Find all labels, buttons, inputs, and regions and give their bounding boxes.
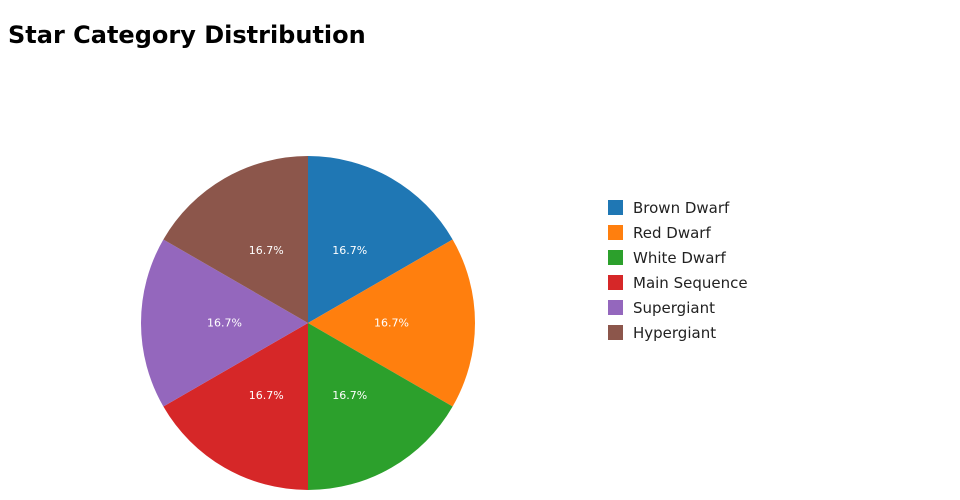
legend: Brown Dwarf Red Dwarf White Dwarf Main Sequ… <box>608 195 748 345</box>
legend-item-brown-dwarf[interactable]: Brown Dwarf <box>608 195 748 220</box>
legend-swatch <box>608 250 623 265</box>
slice-percent-label: 16.7% <box>207 317 242 330</box>
legend-label: Main Sequence <box>633 273 748 292</box>
legend-label: Brown Dwarf <box>633 198 730 217</box>
legend-item-supergiant[interactable]: Supergiant <box>608 295 748 320</box>
legend-label: Supergiant <box>633 298 715 317</box>
legend-item-white-dwarf[interactable]: White Dwarf <box>608 245 748 270</box>
slice-percent-label: 16.7% <box>249 244 284 257</box>
legend-label: White Dwarf <box>633 248 726 267</box>
legend-item-main-sequence[interactable]: Main Sequence <box>608 270 748 295</box>
pie-slice-hypergiant[interactable] <box>163 156 308 323</box>
slice-percent-label: 16.7% <box>332 244 367 257</box>
legend-item-red-dwarf[interactable]: Red Dwarf <box>608 220 748 245</box>
pie-slices <box>140 156 476 490</box>
slice-percent-label: 16.7% <box>374 317 409 330</box>
pie-slice-white-dwarf[interactable] <box>308 323 453 490</box>
slice-percent-label: 16.7% <box>249 389 284 402</box>
pie-slice-brown-dwarf[interactable] <box>308 156 453 323</box>
slice-percent-label: 16.7% <box>332 389 367 402</box>
legend-swatch <box>608 300 623 315</box>
legend-label: Hypergiant <box>633 323 717 342</box>
pie-slice-red-dwarf[interactable] <box>308 239 476 407</box>
legend-item-hypergiant[interactable]: Hypergiant <box>608 320 748 345</box>
legend-swatch <box>608 225 623 240</box>
legend-label: Red Dwarf <box>633 223 711 242</box>
legend-swatch <box>608 200 623 215</box>
chart-title: Star Category Distribution <box>8 21 366 49</box>
legend-swatch <box>608 325 623 340</box>
pie-slice-main-sequence[interactable] <box>163 323 308 490</box>
pie-slice-supergiant[interactable] <box>140 239 308 407</box>
pie-slice-labels: 16.7% 16.7% 16.7% 16.7% 16.7% 16.7% <box>207 244 409 402</box>
legend-swatch <box>608 275 623 290</box>
